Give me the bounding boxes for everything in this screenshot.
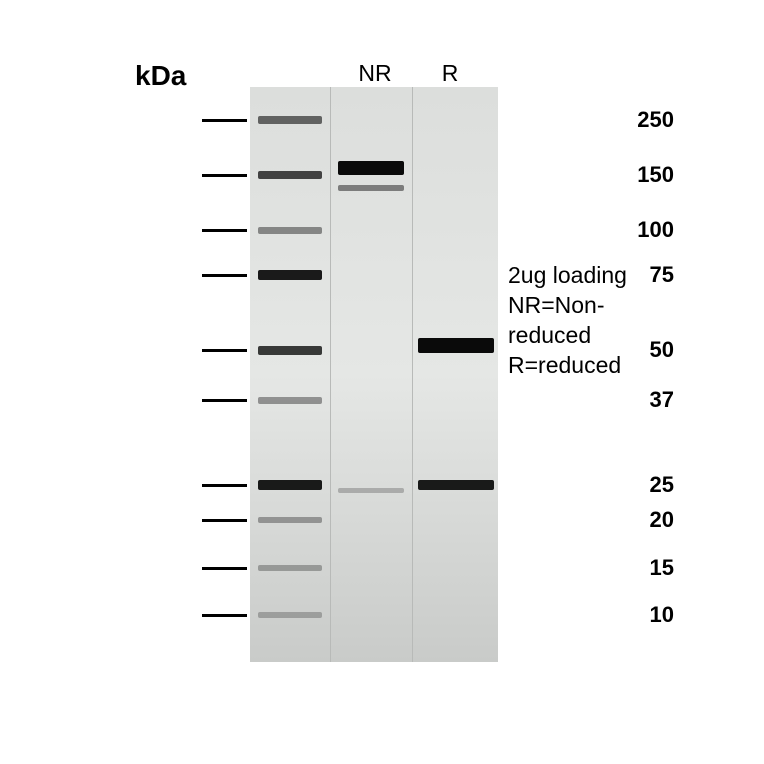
gel-band [258, 270, 322, 280]
tick-label: 250 [569, 107, 674, 133]
tick-label: 10 [569, 602, 674, 628]
gel-band [258, 116, 322, 124]
gel-band [258, 397, 322, 404]
tick-mark [202, 614, 247, 617]
annotation-line: NR=Non- [508, 290, 627, 320]
annotation-line: reduced [508, 320, 627, 350]
annotation-line: R=reduced [508, 350, 627, 380]
tick-label: 150 [569, 162, 674, 188]
gel-band [418, 338, 494, 353]
tick-mark [202, 174, 247, 177]
gel-blot [250, 87, 498, 662]
gel-figure: kDa 25015010075503725201510 NRR 2ug load… [90, 60, 674, 704]
gel-band [258, 612, 322, 618]
tick-mark [202, 119, 247, 122]
tick-mark [202, 349, 247, 352]
tick-mark [202, 229, 247, 232]
gel-band [258, 171, 322, 179]
lane-label: R [442, 60, 459, 87]
tick-label: 100 [569, 217, 674, 243]
gel-band [418, 480, 494, 490]
lane-divider [412, 87, 413, 662]
tick-label: 37 [569, 387, 674, 413]
legend-annotation: 2ug loadingNR=Non-reducedR=reduced [508, 260, 627, 380]
gel-band [338, 161, 404, 175]
tick-label: 15 [569, 555, 674, 581]
tick-mark [202, 484, 247, 487]
gel-band [258, 346, 322, 355]
gel-band [258, 227, 322, 234]
y-axis-title: kDa [135, 60, 186, 92]
gel-band [338, 185, 404, 191]
tick-label: 20 [569, 507, 674, 533]
tick-mark [202, 399, 247, 402]
tick-mark [202, 519, 247, 522]
annotation-line: 2ug loading [508, 260, 627, 290]
tick-mark [202, 274, 247, 277]
gel-band [258, 480, 322, 490]
lane-divider [330, 87, 331, 662]
gel-band [338, 488, 404, 493]
gel-band [258, 517, 322, 523]
gel-band [258, 565, 322, 571]
lane-label: NR [358, 60, 391, 87]
tick-mark [202, 567, 247, 570]
tick-label: 25 [569, 472, 674, 498]
